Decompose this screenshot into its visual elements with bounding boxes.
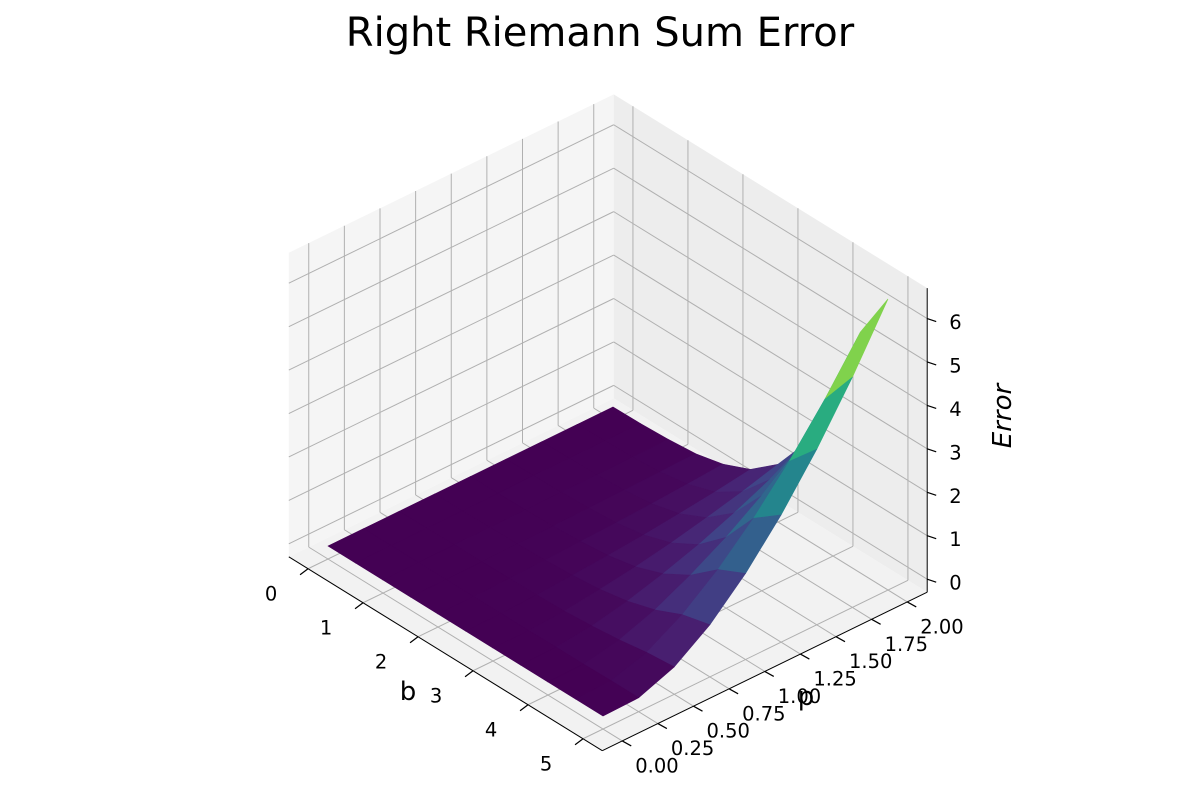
x-tick-label: 4 bbox=[485, 718, 497, 741]
y-tick-mark bbox=[764, 670, 775, 677]
surface-quad bbox=[574, 680, 640, 717]
z-tick-mark bbox=[927, 578, 937, 583]
z-tick-label: 4 bbox=[949, 398, 961, 421]
z-tick-mark bbox=[927, 404, 937, 409]
y-tick-label: 1.50 bbox=[849, 650, 892, 673]
z-tick-mark bbox=[927, 361, 937, 366]
y-tick-mark bbox=[871, 618, 881, 625]
y-tick-label: 1.25 bbox=[813, 668, 856, 691]
x-tick-mark bbox=[574, 738, 584, 746]
z-gridline bbox=[288, 124, 614, 284]
z-gridline bbox=[613, 254, 928, 450]
x-tick-label: 2 bbox=[375, 650, 387, 673]
z-gridline bbox=[288, 298, 614, 458]
z-gridline bbox=[613, 124, 928, 319]
y-tick-mark bbox=[621, 740, 632, 747]
y-tick-label: 1.00 bbox=[778, 685, 821, 708]
z-gridline bbox=[288, 341, 614, 501]
y-tick-mark bbox=[657, 723, 668, 730]
z-tick-label: 6 bbox=[949, 311, 961, 334]
y-tick-label: 2.00 bbox=[920, 615, 963, 638]
right-pane bbox=[613, 94, 928, 593]
y-tick-mark bbox=[728, 688, 739, 695]
y-tick-mark bbox=[835, 636, 846, 643]
z-tick-label: 5 bbox=[949, 354, 961, 377]
z-gridline bbox=[288, 254, 614, 414]
z-tick-mark bbox=[927, 448, 937, 453]
z-tick-mark bbox=[927, 317, 937, 323]
axis-ticks: 0 1 2 3 4 5 0.000.250.500.751.001.251.501.752.… bbox=[265, 311, 964, 777]
x-tick-mark bbox=[299, 568, 309, 576]
y-tick-mark bbox=[800, 653, 810, 660]
x-tick-mark bbox=[409, 636, 419, 644]
x-tick-label: 5 bbox=[540, 752, 552, 775]
x-tick-mark bbox=[354, 602, 364, 610]
z-gridline bbox=[288, 211, 614, 371]
z-gridline bbox=[288, 167, 614, 328]
z-gridline bbox=[613, 211, 928, 406]
chart-title: Right Riemann Sum Error bbox=[346, 10, 855, 56]
x-tick-label: 3 bbox=[430, 684, 442, 707]
x-tick-label: 0 bbox=[265, 582, 277, 605]
z-tick-mark bbox=[927, 491, 937, 496]
y-gridline bbox=[308, 546, 623, 742]
y-tick-label: 0.75 bbox=[742, 702, 785, 725]
z-tick-label: 0 bbox=[949, 572, 961, 595]
z-tick-label: 1 bbox=[949, 528, 961, 551]
y-tick-mark bbox=[693, 705, 703, 712]
y-tick-label: 0.00 bbox=[635, 754, 678, 777]
x-tick-mark bbox=[464, 670, 474, 678]
y-axis-label: p bbox=[798, 682, 815, 712]
z-tick-mark bbox=[927, 535, 937, 540]
x-axis-label: b bbox=[400, 677, 417, 707]
x-tick-mark bbox=[519, 704, 529, 712]
z-tick-label: 3 bbox=[949, 441, 961, 464]
z-gridline bbox=[613, 167, 928, 363]
x-axis-line bbox=[288, 556, 603, 752]
y-tick-label: 1.75 bbox=[885, 633, 928, 656]
z-gridline bbox=[613, 298, 928, 493]
y-tick-mark bbox=[906, 601, 917, 608]
y-tick-label: 0.50 bbox=[707, 720, 750, 743]
z-tick-label: 2 bbox=[949, 485, 961, 508]
x-tick-label: 1 bbox=[320, 616, 332, 639]
z-gridline bbox=[288, 384, 614, 545]
z-axis-label: Error bbox=[988, 381, 1018, 448]
error-surface bbox=[327, 298, 889, 717]
z-gridline bbox=[613, 341, 928, 537]
y-tick-label: 0.25 bbox=[671, 737, 714, 760]
